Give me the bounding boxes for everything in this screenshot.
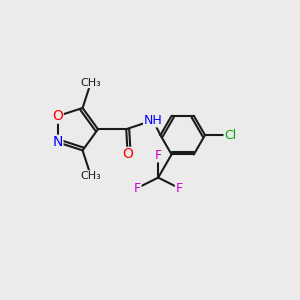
- Text: Cl: Cl: [224, 129, 236, 142]
- Text: CH₃: CH₃: [80, 78, 101, 88]
- Text: CH₃: CH₃: [80, 171, 101, 181]
- Text: N: N: [52, 135, 63, 149]
- Text: F: F: [176, 182, 182, 194]
- Text: NH: NH: [144, 114, 162, 127]
- Text: F: F: [134, 182, 141, 194]
- Text: O: O: [122, 148, 133, 161]
- Text: O: O: [52, 109, 63, 123]
- Text: F: F: [154, 149, 162, 162]
